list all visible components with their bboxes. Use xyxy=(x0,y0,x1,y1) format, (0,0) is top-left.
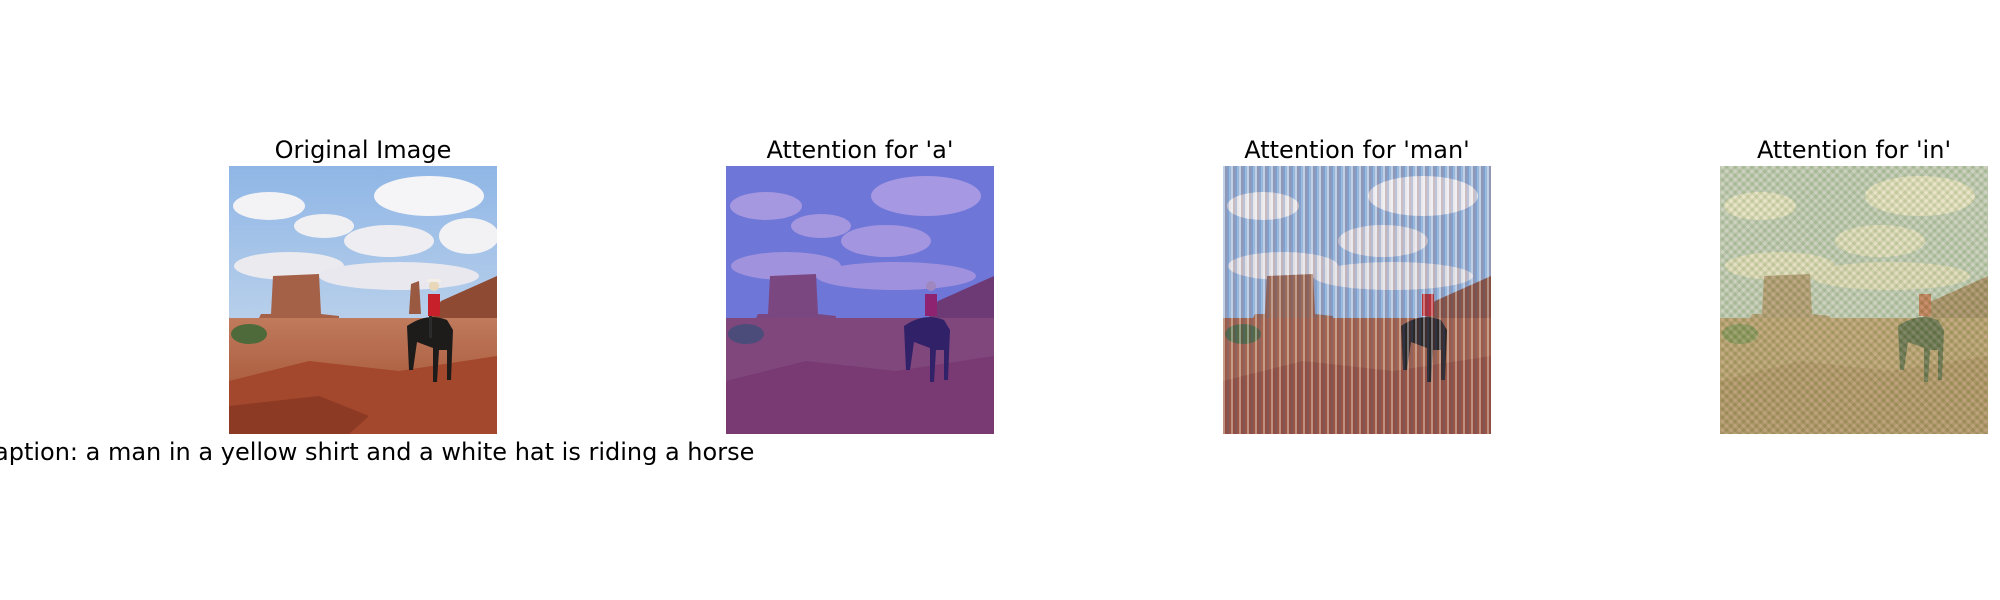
attention-overlay xyxy=(1223,166,1491,434)
attention-overlay xyxy=(1720,166,1988,434)
panel-title-original: Original Image xyxy=(274,136,452,164)
original-image xyxy=(229,166,497,434)
panel-title-attention-a: Attention for 'a' xyxy=(766,136,954,164)
attention-map-a xyxy=(726,166,994,434)
panel-title-attention-man: Attention for 'man' xyxy=(1244,136,1470,164)
desert-rider-image xyxy=(229,166,497,434)
panel-title-attention-in: Attention for 'in' xyxy=(1756,136,1952,164)
caption-text: aption: a man in a yellow shirt and a wh… xyxy=(0,438,755,466)
attention-overlay xyxy=(726,166,994,434)
attention-map-man xyxy=(1223,166,1491,434)
attention-map-in xyxy=(1720,166,1988,434)
